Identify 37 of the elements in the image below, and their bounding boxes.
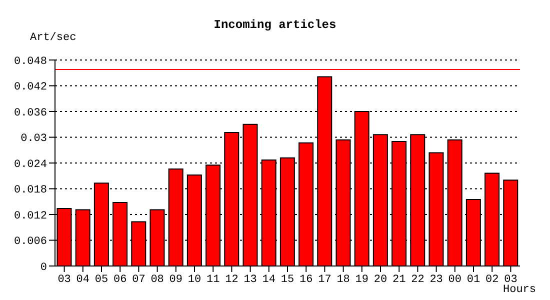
x-tick-label: 05 — [94, 274, 108, 286]
x-tick-label: 13 — [244, 274, 257, 286]
x-tick-label: 12 — [225, 274, 238, 286]
y-axis-title: Art/sec — [30, 32, 76, 44]
y-tick-label: 0.012 — [14, 210, 47, 222]
x-tick-label: 04 — [76, 274, 90, 286]
y-tick-label: 0.006 — [14, 236, 47, 248]
chart-title: Incoming articles — [212, 18, 338, 32]
x-tick-label: 17 — [318, 274, 332, 286]
y-tick-label: 0.03 — [20, 133, 47, 146]
x-tick-label: 07 — [132, 274, 146, 286]
x-tick-label: 16 — [300, 274, 313, 286]
x-tick-label: 23 — [430, 274, 443, 286]
x-tick-label: 01 — [466, 274, 480, 286]
y-tick-label: 0.018 — [14, 184, 47, 197]
y-tick-label: 0.036 — [14, 107, 47, 120]
x-tick-label: 10 — [188, 274, 202, 286]
y-tick-label: 0.042 — [14, 82, 47, 94]
x-tick-label: 20 — [374, 274, 388, 286]
x-tick-label: 03 — [504, 274, 518, 286]
x-tick-label: 06 — [114, 274, 127, 286]
x-tick-label: 22 — [411, 274, 424, 286]
x-tick-label: 09 — [169, 274, 182, 286]
x-tick-label: 14 — [262, 274, 276, 286]
x-tick-label: 15 — [280, 274, 294, 286]
y-tick-label: 0 — [40, 262, 47, 274]
x-tick-label: 02 — [486, 274, 499, 286]
y-tick-label: 0.024 — [14, 158, 48, 171]
x-tick-label: 11 — [206, 274, 220, 286]
x-tick-label: 03 — [58, 274, 71, 286]
x-tick-label: 08 — [150, 274, 164, 286]
x-tick-label: 21 — [392, 274, 406, 286]
y-tick-label: 0.048 — [14, 56, 47, 68]
x-tick-label: 19 — [355, 274, 368, 286]
x-axis-title: Hours — [503, 284, 536, 296]
x-tick-label: 18 — [336, 274, 350, 286]
x-tick-label: 00 — [448, 274, 462, 286]
